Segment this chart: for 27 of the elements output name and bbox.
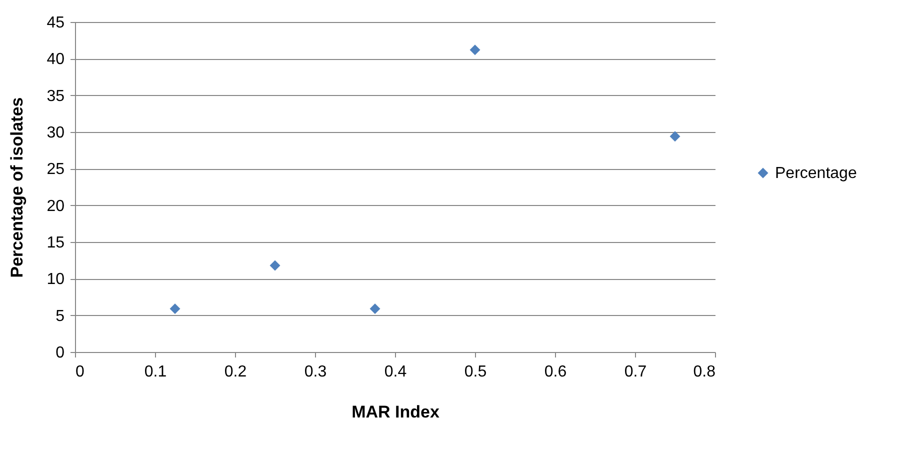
point <box>370 303 380 314</box>
x-tick-label: 0.4 <box>384 364 407 380</box>
y-tick-label: 10 <box>46 271 65 288</box>
y-tick-label: 15 <box>46 234 65 252</box>
y-tick-label: 35 <box>46 88 65 105</box>
point <box>270 260 280 271</box>
x-tick-label: 0.8 <box>693 364 716 380</box>
y-tick-label: 5 <box>56 308 65 325</box>
point <box>670 131 680 142</box>
x-axis-title: MAR Index <box>352 402 440 422</box>
y-tick-label: 45 <box>46 14 65 32</box>
y-tick-label: 0 <box>56 344 65 362</box>
y-tick-label: 40 <box>46 51 65 68</box>
y-tick-label: 20 <box>46 198 65 215</box>
x-tick-label: 0.6 <box>544 364 567 380</box>
x-tick-label: 0.2 <box>224 364 247 380</box>
legend-label: Percentage <box>775 165 857 182</box>
y-axis-title: Percentage of isolates <box>8 97 27 278</box>
x-tick-label: 0 <box>76 364 84 380</box>
y-tick-label: 30 <box>46 124 65 142</box>
x-tick-label: 0.5 <box>464 364 487 380</box>
point <box>470 44 480 56</box>
x-tick-label: 0.1 <box>144 364 167 380</box>
point <box>170 303 180 314</box>
y-tick-label: 25 <box>46 161 65 178</box>
x-tick-label: 0.3 <box>304 364 327 380</box>
x-tick-label: 0.7 <box>624 364 647 380</box>
